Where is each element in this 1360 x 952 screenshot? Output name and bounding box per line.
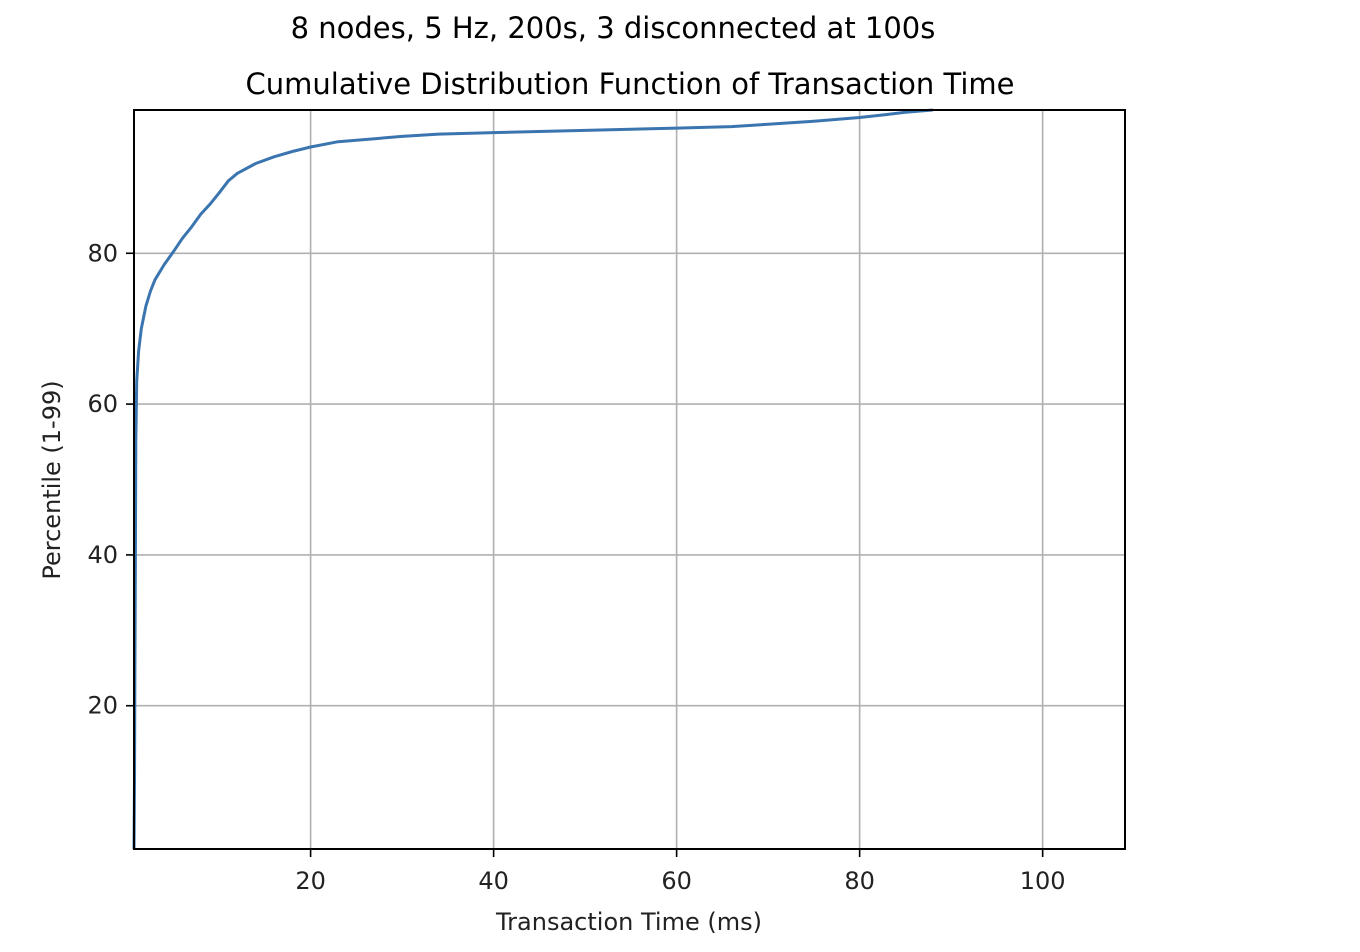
x-tick-label: 20 — [295, 867, 326, 895]
x-tick-label: 40 — [478, 867, 509, 895]
x-tick-label: 100 — [1020, 867, 1066, 895]
y-tick-label: 20 — [87, 692, 118, 720]
axis-ticks: 20 40 60 80 100 20 40 60 80 — [87, 239, 1065, 895]
x-tick-label: 60 — [661, 867, 692, 895]
x-axis-label: Transaction Time (ms) — [495, 908, 762, 936]
y-tick-label: 60 — [87, 390, 118, 418]
y-axis-label: Percentile (1-99) — [38, 380, 66, 579]
y-tick-label: 80 — [87, 239, 118, 267]
data-series — [132, 108, 933, 850]
plot-frame — [133, 109, 1126, 850]
x-tick-label: 80 — [844, 867, 875, 895]
y-tick-label: 40 — [87, 541, 118, 569]
chart-suptitle: 8 nodes, 5 Hz, 200s, 3 disconnected at 1… — [291, 11, 936, 45]
cdf-series-line — [132, 108, 933, 850]
chart-title: Cumulative Distribution Function of Tran… — [246, 67, 1015, 101]
grid-lines — [134, 110, 1125, 849]
